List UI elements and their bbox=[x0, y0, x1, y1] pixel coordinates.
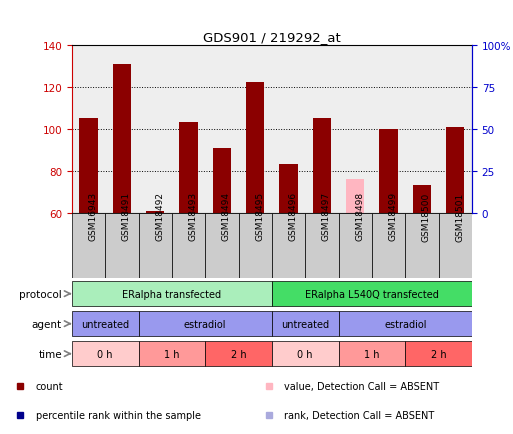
Text: time: time bbox=[38, 349, 62, 359]
Text: GSM18493: GSM18493 bbox=[189, 192, 198, 241]
FancyBboxPatch shape bbox=[372, 213, 405, 278]
Bar bbox=[72, 341, 139, 366]
Bar bbox=[346, 180, 364, 213]
Bar bbox=[280, 165, 298, 213]
Text: percentile rank within the sample: percentile rank within the sample bbox=[35, 410, 201, 420]
Bar bbox=[380, 129, 398, 213]
Bar bbox=[180, 123, 198, 213]
Bar bbox=[139, 341, 205, 366]
Bar bbox=[146, 211, 164, 213]
FancyBboxPatch shape bbox=[105, 213, 139, 278]
Text: 0 h: 0 h bbox=[97, 349, 113, 359]
Bar bbox=[339, 311, 472, 336]
FancyBboxPatch shape bbox=[272, 213, 305, 278]
Bar bbox=[113, 64, 131, 213]
Text: untreated: untreated bbox=[281, 319, 329, 329]
FancyBboxPatch shape bbox=[305, 213, 339, 278]
Text: GSM16943: GSM16943 bbox=[89, 192, 97, 241]
Text: 0 h: 0 h bbox=[298, 349, 313, 359]
Bar bbox=[272, 341, 339, 366]
Text: ERalpha transfected: ERalpha transfected bbox=[122, 289, 222, 299]
Text: 1 h: 1 h bbox=[164, 349, 180, 359]
Text: 2 h: 2 h bbox=[231, 349, 246, 359]
Text: rank, Detection Call = ABSENT: rank, Detection Call = ABSENT bbox=[284, 410, 435, 420]
Text: GSM18500: GSM18500 bbox=[422, 192, 431, 241]
Text: protocol: protocol bbox=[19, 289, 62, 299]
FancyBboxPatch shape bbox=[139, 213, 172, 278]
Text: 1 h: 1 h bbox=[364, 349, 380, 359]
Text: 2 h: 2 h bbox=[431, 349, 446, 359]
Title: GDS901 / 219292_at: GDS901 / 219292_at bbox=[203, 31, 341, 44]
Bar bbox=[313, 119, 331, 213]
Text: agent: agent bbox=[32, 319, 62, 329]
Text: estradiol: estradiol bbox=[184, 319, 226, 329]
Bar bbox=[205, 341, 272, 366]
Text: GSM18501: GSM18501 bbox=[455, 192, 464, 241]
Text: GSM18497: GSM18497 bbox=[322, 192, 331, 241]
Bar bbox=[72, 311, 139, 336]
Text: GSM18491: GSM18491 bbox=[122, 192, 131, 241]
Bar bbox=[139, 311, 272, 336]
Text: GSM18498: GSM18498 bbox=[355, 192, 364, 241]
FancyBboxPatch shape bbox=[205, 213, 239, 278]
FancyBboxPatch shape bbox=[72, 213, 105, 278]
Bar bbox=[272, 311, 339, 336]
FancyBboxPatch shape bbox=[339, 213, 372, 278]
Bar bbox=[213, 148, 231, 213]
Text: count: count bbox=[35, 381, 63, 391]
Text: GSM18495: GSM18495 bbox=[255, 192, 264, 241]
FancyBboxPatch shape bbox=[405, 213, 439, 278]
Bar bbox=[246, 83, 264, 213]
Bar bbox=[405, 341, 472, 366]
Bar bbox=[413, 186, 431, 213]
Text: GSM18492: GSM18492 bbox=[155, 192, 164, 241]
Bar bbox=[272, 281, 472, 306]
Text: GSM18496: GSM18496 bbox=[288, 192, 298, 241]
Text: estradiol: estradiol bbox=[384, 319, 426, 329]
FancyBboxPatch shape bbox=[439, 213, 472, 278]
Text: GSM18499: GSM18499 bbox=[389, 192, 398, 241]
Text: untreated: untreated bbox=[81, 319, 129, 329]
Bar bbox=[446, 127, 464, 213]
Bar bbox=[80, 119, 97, 213]
Bar bbox=[339, 341, 405, 366]
Bar bbox=[72, 281, 272, 306]
Text: value, Detection Call = ABSENT: value, Detection Call = ABSENT bbox=[284, 381, 440, 391]
FancyBboxPatch shape bbox=[172, 213, 205, 278]
Text: GSM18494: GSM18494 bbox=[222, 192, 231, 241]
Text: ERalpha L540Q transfected: ERalpha L540Q transfected bbox=[305, 289, 439, 299]
FancyBboxPatch shape bbox=[239, 213, 272, 278]
